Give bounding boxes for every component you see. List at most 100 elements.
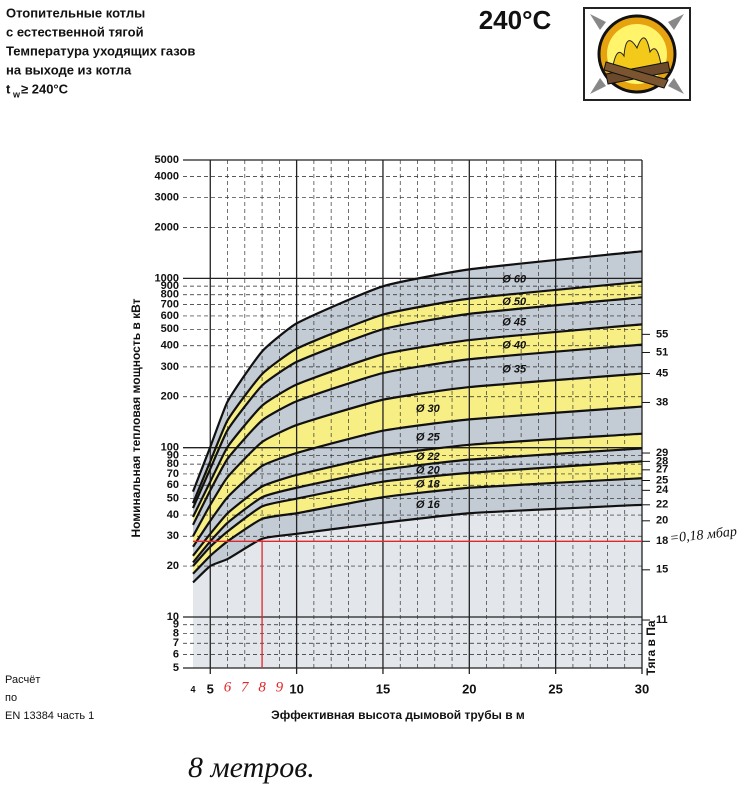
curve [192, 405, 643, 548]
handwritten-result: 8 метров. [188, 751, 315, 784]
y-tick-label: 6 [173, 648, 179, 660]
band-fill [193, 433, 642, 563]
y2-tick-label: 38 [656, 396, 668, 408]
y-tick-label: 400 [161, 340, 179, 352]
x-tick-label: 25 [548, 681, 562, 696]
y-tick-label: 20 [167, 560, 179, 572]
y-tick-label: 70 [167, 468, 179, 480]
temp-sub: w [12, 89, 21, 99]
curve [192, 460, 643, 567]
y-tick-label: 90 [167, 449, 179, 461]
y-tick-label: 50 [167, 493, 179, 505]
y-tick-label: 30 [167, 530, 179, 542]
band-label: Ø 25 [416, 431, 441, 443]
y2-axis-label: Тяга в Па [644, 620, 658, 675]
band-label: Ø 30 [416, 403, 441, 415]
x-tick-label: 30 [635, 681, 649, 696]
handwritten-draft-note: =0,18 мбар [669, 525, 738, 547]
x-tick-label: 15 [376, 681, 390, 696]
band-label: Ø 20 [416, 465, 441, 477]
handwritten-x-label: 9 [276, 679, 284, 695]
y2-tick-label: 28 [656, 455, 668, 467]
curve [191, 296, 643, 509]
curve [192, 372, 643, 537]
temp-symbol: t [6, 81, 11, 96]
x-axis-label: Эффективная высота дымовой трубы в м [271, 708, 525, 722]
y2-tick-label: 55 [656, 328, 668, 340]
y2-tick-label: 15 [656, 564, 668, 576]
y2-tick-label: 20 [656, 515, 668, 527]
band-fill [193, 478, 642, 583]
below-area [193, 504, 642, 668]
footnote: по [5, 692, 17, 704]
handwritten-x-label: 7 [241, 679, 250, 695]
header-line: на выходе из котла [6, 62, 132, 77]
band-label: Ø 22 [416, 451, 440, 463]
footnote: Расчёт [5, 674, 40, 686]
header-line: Температура уходящих газов [6, 43, 195, 58]
y-tick-label: 60 [167, 479, 179, 491]
band-label: Ø 40 [502, 340, 527, 352]
y-tick-label: 800 [161, 289, 179, 301]
y-tick-label: 5000 [155, 154, 179, 166]
chart: 5678910203040506070809010020030040050060… [129, 154, 737, 722]
y2-tick-label: 45 [656, 367, 668, 379]
band-label: Ø 60 [502, 273, 527, 285]
temp-value: ≥ 240°C [21, 81, 69, 96]
handwritten-x-label: 8 [258, 679, 266, 695]
y-tick-label: 500 [161, 323, 179, 335]
x-tick-label: 10 [289, 681, 303, 696]
logo [583, 7, 691, 101]
y-tick-label: 80 [167, 458, 179, 470]
y-tick-label: 1000 [155, 272, 179, 284]
big-temp: 240°C [479, 5, 552, 35]
y2-tick-label: 51 [656, 346, 668, 358]
y-tick-label: 40 [167, 509, 179, 521]
curve [192, 503, 643, 584]
band-label: Ø 35 [502, 363, 527, 375]
curve [192, 432, 643, 557]
y2-tick-label: 27 [656, 464, 668, 476]
y-axis-label: Номинальная тепловая мощность в кВт [129, 298, 143, 537]
band-label: Ø 45 [502, 317, 527, 329]
band-label: Ø 18 [416, 479, 441, 491]
curve [191, 280, 643, 504]
header-line: Отопительные котлы [6, 5, 145, 20]
y2-tick-label: 18 [656, 535, 668, 547]
y-tick-label: 700 [161, 298, 179, 310]
curve [192, 447, 643, 564]
band-fill [193, 344, 642, 537]
y-tick-label: 4000 [155, 170, 179, 182]
y-tick-label: 900 [161, 280, 179, 292]
curve [192, 477, 643, 575]
y-tick-label: 9 [173, 619, 179, 631]
x-tick-label: 20 [462, 681, 476, 696]
y-tick-label: 300 [161, 361, 179, 373]
y2-tick-label: 29 [656, 447, 668, 459]
footnote: EN 13384 часть 1 [5, 710, 94, 722]
curve [192, 323, 643, 518]
x-tick-label: 4 [190, 684, 195, 694]
y-tick-label: 8 [173, 627, 179, 639]
y2-tick-label: 22 [656, 499, 668, 511]
y-tick-label: 100 [161, 442, 179, 454]
y-tick-label: 5 [173, 662, 179, 674]
y-tick-label: 7 [173, 637, 179, 649]
y-tick-label: 3000 [155, 191, 179, 203]
y-tick-label: 10 [167, 611, 179, 623]
header-line: с естественной тягой [6, 24, 144, 39]
band-fill [193, 297, 642, 517]
y2-tick-label: 25 [656, 474, 668, 486]
band-label: Ø 50 [502, 296, 527, 308]
band-label: Ø 16 [416, 499, 441, 511]
y-tick-label: 200 [161, 391, 179, 403]
handwritten-x-label: 6 [224, 679, 232, 695]
curve [192, 343, 643, 526]
y-tick-label: 600 [161, 310, 179, 322]
y2-tick-label: 11 [656, 614, 668, 626]
y2-tick-label: 24 [656, 484, 669, 496]
curve [191, 250, 643, 493]
y-tick-label: 2000 [155, 221, 179, 233]
x-tick-label: 5 [207, 681, 214, 696]
